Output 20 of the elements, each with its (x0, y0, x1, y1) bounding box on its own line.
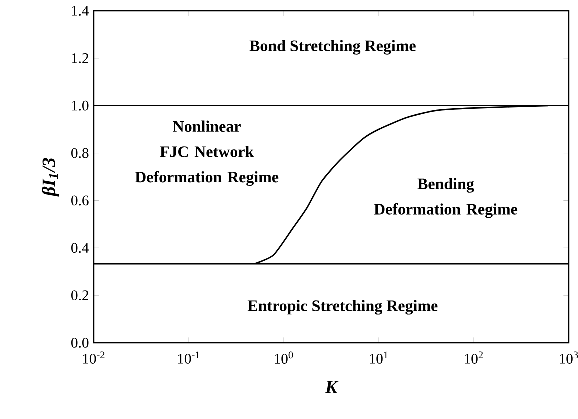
y-tick-label: 0.0 (72, 338, 89, 348)
x-tick-label: 10$^{-1}$ (178, 352, 200, 364)
x-tick-label: 10$^{-2}$ (83, 352, 105, 364)
y-tick-label: 1.4 (72, 6, 90, 16)
y-tick-label: 1.2 (72, 53, 88, 64)
x-tick-label: 10$^{1}$ (370, 352, 388, 364)
y-tick-label: 0.4 (72, 243, 90, 254)
x-tick-label: 10$^{0}$ (275, 352, 294, 364)
annotation: Nonlinear FJC Network Deformation Regime (135, 120, 279, 186)
annotation: Bending Deformation Regime (374, 178, 518, 218)
x-axis-title: K (325, 381, 339, 394)
annotation: Bond Stretching Regime (250, 40, 416, 55)
y-tick-label: 0.8 (72, 148, 89, 158)
y-axis-title: βI$_{1}$/3 (42, 158, 60, 197)
y-tick-label: 1.0 (72, 100, 89, 111)
x-tick-label: 10$^{3}$ (560, 352, 578, 364)
y-tick-label: 0.2 (72, 290, 88, 301)
x-tick-label: 10$^{2}$ (465, 352, 483, 364)
annotation: Entropic Stretching Regime (248, 300, 438, 315)
y-tick-label: 0.6 (72, 196, 89, 206)
